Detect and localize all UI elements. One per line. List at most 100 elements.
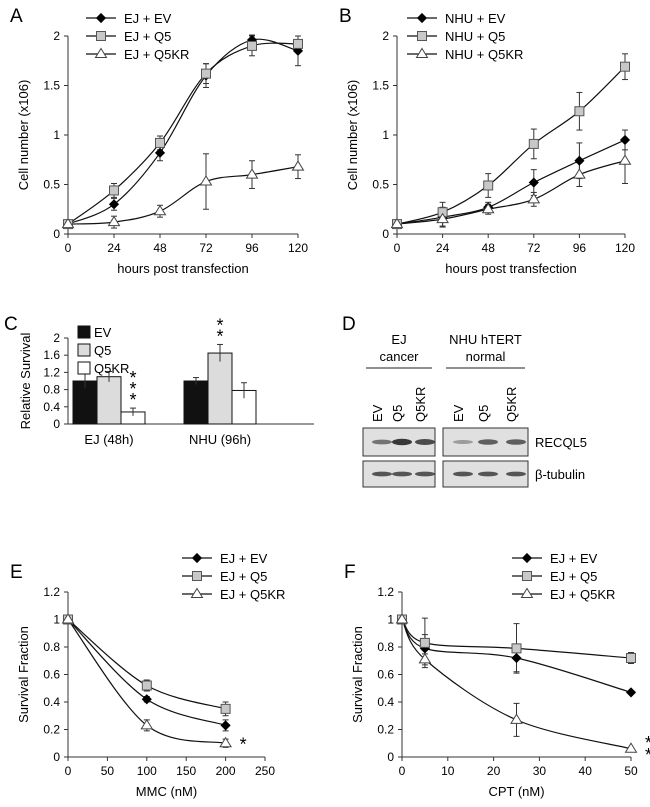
panel-a-point-ej-ev — [108, 199, 120, 210]
panel-e-y-tick-label: 0 — [53, 750, 60, 764]
panel-f-legend-label-ej-ev: EJ + EV — [550, 551, 598, 566]
panel-b-letter: B — [339, 6, 352, 27]
panel-c-y-tick-label: 1.2 — [43, 365, 60, 379]
panel-a-legend-marker — [95, 12, 107, 24]
panel-d-band — [506, 439, 526, 445]
panel-a-y-tick-label: 1.5 — [43, 79, 60, 93]
panel-a-series-line-ej-q5 — [67, 42, 299, 225]
panel-e-legend-label-ej-q5: EJ + Q5 — [220, 569, 267, 584]
panel-d-lane-label-ev: EV — [451, 404, 466, 422]
panel-f-y-tick-label: 0 — [387, 750, 394, 764]
panel-b-point-nhu-q5 — [528, 138, 539, 149]
panel-b-point-nhu-q5kr — [527, 192, 541, 204]
panel-a-legend-label-ej-q5: EJ + Q5 — [124, 29, 171, 44]
panel-b-y-axis-label: Cell number (x106) — [345, 80, 360, 191]
panel-d-band — [415, 471, 435, 477]
panel-d-lane-label-q5: Q5 — [476, 405, 491, 422]
panel-f-point-ej-q5kr — [510, 713, 523, 724]
panel-b-point-nhu-ev — [528, 177, 539, 188]
panel-f-x-tick-label: 50 — [624, 764, 638, 778]
panel-d-band — [415, 439, 435, 445]
panel-d-band — [453, 440, 473, 444]
panel-c-relative-survival: C 0 0.4 0.8 1.2 1.6 2 Relative Survival EJ (48h)… — [4, 314, 314, 447]
panel-b-y-tick-label: 1.5 — [372, 79, 389, 93]
panel-e-x-tick-label: 0 — [65, 764, 72, 778]
panel-a-legend-label-ej-ev: EJ + EV — [124, 11, 172, 26]
panel-c-legend-swatch-q5 — [77, 343, 91, 357]
panel-f-point-ej-ev — [625, 687, 637, 698]
panel-c-legend-swatch-ev — [77, 325, 91, 339]
panel-f-point-ej-q5kr — [395, 613, 409, 624]
panel-d-lane-label-q5kr: Q5KR — [413, 387, 428, 422]
panel-c-letter: C — [4, 314, 18, 335]
panel-a-y-tick-label: 0.5 — [43, 178, 60, 192]
panel-b-legend-label-nhu-q5kr: NHU + Q5KR — [445, 47, 523, 62]
panel-b-series-line-nhu-q5 — [396, 66, 626, 225]
panel-b-x-tick-label: 120 — [615, 241, 635, 255]
panel-a-x-tick-label: 120 — [288, 241, 308, 255]
panel-a-legend-label-ej-q5kr: EJ + Q5KR — [124, 47, 189, 62]
panel-e-legend-marker — [192, 571, 202, 581]
panel-a-y-tick-label: 0 — [53, 227, 60, 241]
panel-e-point-ej-q5kr — [61, 613, 75, 624]
panel-f-point-ej-ev — [511, 652, 522, 664]
panel-b-legend-marker — [415, 47, 429, 58]
panel-c-y-axis-label: Relative Survival — [18, 332, 33, 429]
panel-c-legend-label-q5kr: Q5KR — [94, 361, 129, 376]
panel-a-x-axis-label: hours post transfection — [117, 261, 249, 276]
panel-b-series-line-nhu-q5kr — [396, 160, 626, 225]
panel-f-y-tick-label: 0.4 — [377, 695, 394, 709]
panel-d-lane-label-q5kr: Q5KR — [504, 387, 519, 422]
panel-d-band — [392, 471, 412, 477]
panel-a-x-tick-label: 72 — [199, 241, 213, 255]
panel-d-lane-label-ev: EV — [370, 404, 385, 422]
panel-e-legend-marker — [190, 587, 204, 598]
panel-c-bar-q5-nhu-96h — [207, 352, 233, 425]
panel-c-y-tick-label: 2 — [53, 331, 60, 345]
panel-d-group-label-1: normal — [466, 349, 506, 364]
panel-a-point-ej-q5kr — [153, 204, 167, 216]
panel-e-x-tick-label: 150 — [176, 764, 196, 778]
panel-c-y-tick-label: 1.6 — [43, 348, 60, 362]
panel-d-band — [506, 471, 526, 477]
panel-a-point-ej-q5kr — [107, 215, 121, 227]
panel-b-x-tick-label: 0 — [394, 241, 401, 255]
panel-b-legend-label-nhu-q5: NHU + Q5 — [445, 29, 505, 44]
panel-a-point-ej-q5kr — [245, 168, 259, 179]
panel-b-point-nhu-q5 — [483, 180, 494, 191]
panel-f-point-ej-q5 — [511, 643, 522, 654]
panel-f-series-line-ej-ev — [401, 619, 632, 693]
panel-f-legend-marker — [521, 552, 533, 564]
panel-b-point-nhu-q5kr — [573, 168, 586, 179]
panel-f-series-line-ej-q5kr — [401, 619, 632, 750]
panel-b-point-nhu-ev — [574, 155, 585, 166]
panel-b-point-nhu-ev — [619, 134, 631, 146]
panel-a-series-line-ej-q5kr — [67, 166, 299, 225]
panel-a-x-tick-label: 96 — [245, 241, 259, 255]
panel-c-y-tick-label: 0 — [53, 417, 60, 431]
panel-c-y-tick-label: 0.8 — [43, 383, 60, 397]
panel-e-y-axis-label: Survival Fraction — [16, 626, 31, 723]
panel-b-x-tick-label: 48 — [482, 241, 496, 255]
panel-c-bar-q5-ej-48h — [96, 376, 122, 425]
panel-f-y-axis-label: Survival Fraction — [350, 626, 365, 723]
panel-b-point-nhu-q5kr — [390, 217, 404, 229]
panel-d-band — [372, 439, 392, 445]
panel-b-y-tick-label: 0 — [382, 227, 389, 241]
panel-a-point-ej-q5kr — [61, 217, 75, 229]
panel-f-point-ej-q5 — [626, 653, 636, 663]
panel-a-point-ej-q5 — [109, 185, 119, 196]
panel-b-cell-growth-nhu: B 0 0.5 1 1.5 2 0 24 48 72 96 120 hours post transfe… — [339, 6, 635, 276]
panel-e-x-tick-label: 100 — [137, 764, 157, 778]
panel-a-point-ej-q5kr — [291, 160, 305, 171]
panel-f-legend-label-ej-q5kr: EJ + Q5KR — [550, 587, 615, 602]
panel-e-point-ej-ev — [141, 694, 152, 705]
panel-e-y-tick-label: 0.8 — [43, 640, 60, 654]
panel-d-western-blot: D EJ cancer NHU hTERT normal EV Q5 Q5KR EV Q5 Q5KR… — [342, 314, 587, 488]
panel-b-legend-marker — [416, 12, 428, 24]
panel-c-bar-ev-nhu-96h — [183, 380, 209, 425]
panel-a-letter: A — [10, 6, 23, 27]
panel-b-series-line-nhu-ev — [396, 139, 626, 225]
panel-d-band-label-0: RECQL5 — [535, 435, 587, 450]
